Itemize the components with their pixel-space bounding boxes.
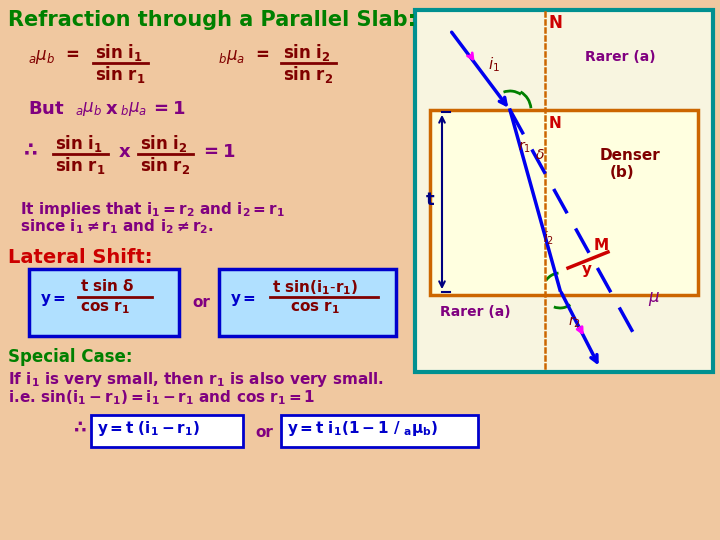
Text: $\mathbf{t\ sin\ \delta}$: $\mathbf{t\ sin\ \delta}$ xyxy=(80,278,134,294)
FancyBboxPatch shape xyxy=(29,269,179,336)
Text: $\mathbf{y =}$: $\mathbf{y =}$ xyxy=(230,292,256,308)
Text: $r_2$: $r_2$ xyxy=(568,315,581,330)
FancyBboxPatch shape xyxy=(91,415,243,447)
Text: $\mathbf{sin\ r_1}$: $\mathbf{sin\ r_1}$ xyxy=(55,155,105,176)
FancyBboxPatch shape xyxy=(281,415,478,447)
Text: Rarer (a): Rarer (a) xyxy=(440,305,510,319)
Text: N: N xyxy=(549,14,563,32)
Text: $\delta$: $\delta$ xyxy=(535,148,545,162)
Text: i.e. $\mathbf{sin(i_1 - r_1) = i_1 - r_1}$ and $\mathbf{cos\ r_1 = 1}$: i.e. $\mathbf{sin(i_1 - r_1) = i_1 - r_1… xyxy=(8,388,315,407)
Text: $\mathbf{x}$: $\mathbf{x}$ xyxy=(118,143,131,161)
Text: If $\mathbf{i_1}$ is very small, then $\mathbf{r_1}$ is also very small.: If $\mathbf{i_1}$ is very small, then $\… xyxy=(8,370,384,389)
Text: $\mathbf{x}$: $\mathbf{x}$ xyxy=(105,100,118,118)
Text: $i_1$: $i_1$ xyxy=(488,55,500,73)
Text: $\mathbf{cos\ r_1}$: $\mathbf{cos\ r_1}$ xyxy=(80,299,130,316)
Text: or: or xyxy=(255,425,273,440)
Text: $\mathbf{sin\ i_2}$: $\mathbf{sin\ i_2}$ xyxy=(283,42,330,63)
Text: Lateral Shift:: Lateral Shift: xyxy=(8,248,153,267)
Text: $\mathbf{sin\ i_1}$: $\mathbf{sin\ i_1}$ xyxy=(55,133,103,154)
Text: t: t xyxy=(426,191,435,209)
Text: $\mathbf{cos\ r_1}$: $\mathbf{cos\ r_1}$ xyxy=(290,299,340,316)
Text: $\mathbf{\therefore}$: $\mathbf{\therefore}$ xyxy=(70,418,87,436)
Text: $\mathbf{sin\ i_1}$: $\mathbf{sin\ i_1}$ xyxy=(95,42,143,63)
Text: $\mathbf{But}$: $\mathbf{But}$ xyxy=(28,100,65,118)
Text: $\mathbf{t\ sin(i_1\text{-}r_1)}$: $\mathbf{t\ sin(i_1\text{-}r_1)}$ xyxy=(272,278,359,296)
FancyBboxPatch shape xyxy=(219,269,396,336)
Text: $\mu$: $\mu$ xyxy=(648,290,660,308)
Text: It implies that $\mathbf{i_1 = r_2}$ and $\mathbf{i_2 = r_1}$: It implies that $\mathbf{i_1 = r_2}$ and… xyxy=(20,200,285,219)
Text: N: N xyxy=(549,116,562,131)
Text: $\mathbf{= 1}$: $\mathbf{= 1}$ xyxy=(200,143,235,161)
Text: $_a\mu_b$: $_a\mu_b$ xyxy=(75,100,102,118)
Text: Rarer (a): Rarer (a) xyxy=(585,50,656,64)
Text: y: y xyxy=(582,262,592,277)
Text: or: or xyxy=(192,295,210,310)
Text: $\mathbf{sin\ i_2}$: $\mathbf{sin\ i_2}$ xyxy=(140,133,188,154)
Text: (b): (b) xyxy=(610,165,634,180)
Text: $\mathbf{= 1}$: $\mathbf{= 1}$ xyxy=(150,100,185,118)
Bar xyxy=(415,10,713,372)
Text: Refraction through a Parallel Slab:: Refraction through a Parallel Slab: xyxy=(8,10,416,30)
Text: $\mathbf{y =}$: $\mathbf{y =}$ xyxy=(40,292,66,308)
Text: Denser: Denser xyxy=(600,148,661,163)
Text: $_a\mu_b$  =: $_a\mu_b$ = xyxy=(28,48,80,66)
Text: $r_1$: $r_1$ xyxy=(518,140,531,156)
Text: $\mathbf{sin\ r_2}$: $\mathbf{sin\ r_2}$ xyxy=(283,64,333,85)
Text: $i_2$: $i_2$ xyxy=(543,230,554,247)
Text: $\mathbf{y = t\ (i_1 - r_1)}$: $\mathbf{y = t\ (i_1 - r_1)}$ xyxy=(97,419,200,438)
Text: $\mathbf{y = t\ i_1(1 - 1\ /\ _a\mu_b)}$: $\mathbf{y = t\ i_1(1 - 1\ /\ _a\mu_b)}$ xyxy=(287,419,438,438)
Text: Special Case:: Special Case: xyxy=(8,348,132,366)
Text: since $\mathbf{i_1 \neq r_1}$ and $\mathbf{i_2 \neq r_2}$.: since $\mathbf{i_1 \neq r_1}$ and $\math… xyxy=(20,217,214,235)
Text: $\mathbf{sin\ r_2}$: $\mathbf{sin\ r_2}$ xyxy=(140,155,190,176)
Text: $_b\mu_a$: $_b\mu_a$ xyxy=(120,100,147,118)
Text: $_b\mu_a$  =: $_b\mu_a$ = xyxy=(218,48,270,66)
Text: $\mathbf{\therefore}$: $\mathbf{\therefore}$ xyxy=(20,140,38,159)
Bar xyxy=(430,110,698,295)
Text: M: M xyxy=(594,238,609,253)
Text: $\mathbf{sin\ r_1}$: $\mathbf{sin\ r_1}$ xyxy=(95,64,145,85)
